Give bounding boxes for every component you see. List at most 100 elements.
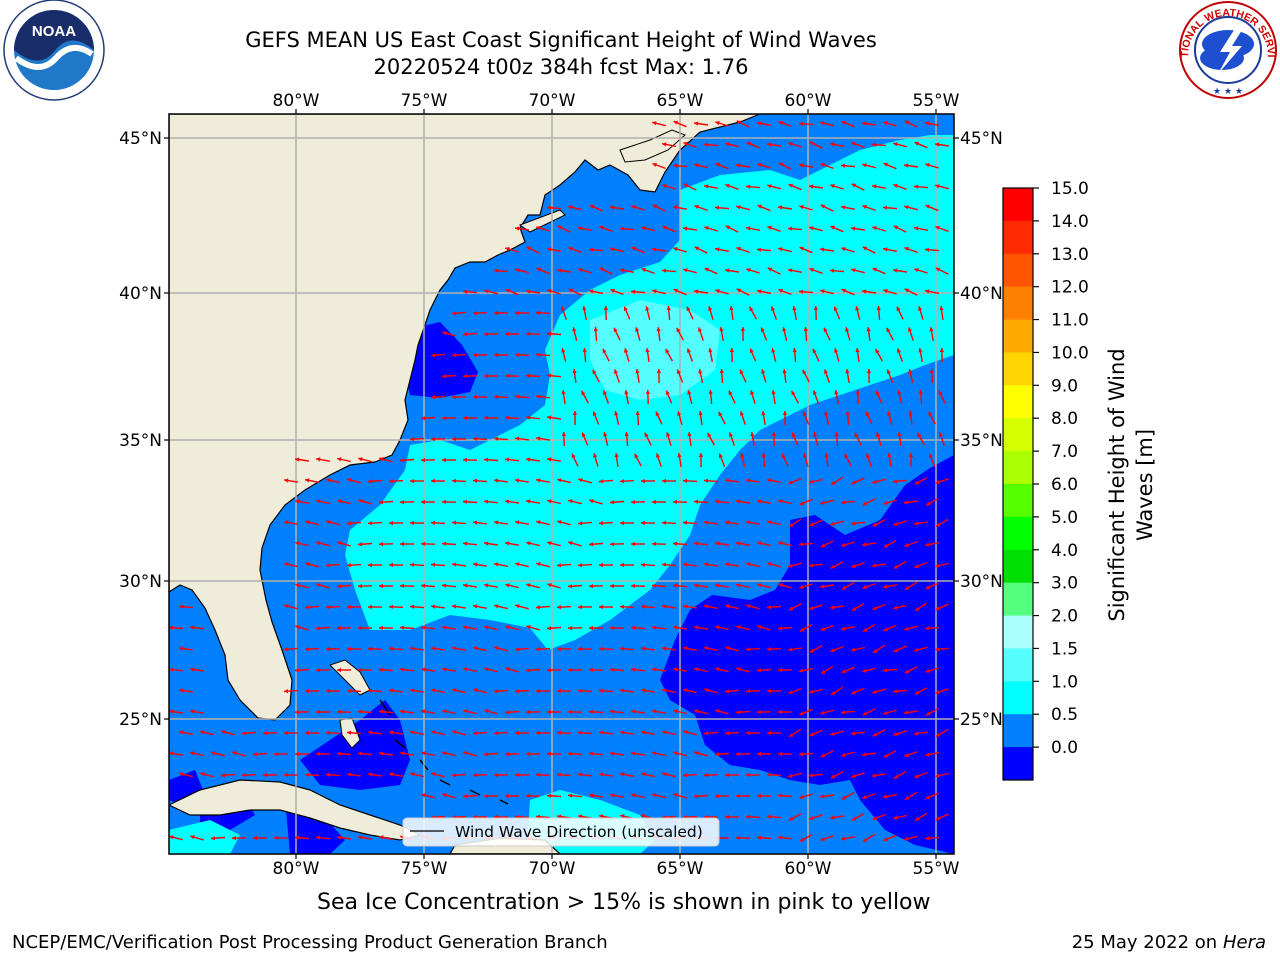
wave-arrow-head <box>347 478 352 483</box>
wave-arrow-head <box>862 501 868 506</box>
wave-arrow-head <box>862 752 867 757</box>
wave-arrow-head <box>631 625 636 630</box>
wave-arrow-head <box>883 627 888 632</box>
wave-arrow-head <box>557 225 563 230</box>
wave-arrow-head <box>778 793 783 798</box>
wave-arrow-head <box>883 753 889 758</box>
wave-arrow-head <box>253 835 257 841</box>
wave-arrow-head <box>620 226 625 231</box>
wave-arrow-head <box>169 667 174 672</box>
wave-arrow-head <box>872 142 877 147</box>
wave-arrow-head <box>929 327 934 332</box>
wave-arrow-head <box>484 794 488 799</box>
wave-arrow-head <box>841 120 846 125</box>
wave-arrow-head <box>683 562 688 567</box>
wave-arrow-head <box>851 141 856 146</box>
wave-arrow-head <box>893 268 898 273</box>
wave-arrow-head <box>883 162 888 167</box>
wave-arrow-head <box>641 520 645 526</box>
wave-arrow-head <box>505 752 509 757</box>
wave-arrow-head <box>809 605 814 610</box>
wave-arrow-head <box>771 390 776 395</box>
wave-arrow-head <box>190 667 195 672</box>
wave-arrow-head <box>715 752 720 757</box>
wave-arrow-head <box>568 205 573 210</box>
wave-arrow-head <box>631 541 635 547</box>
wave-arrow-head <box>778 162 784 167</box>
wave-arrow-head <box>914 731 919 736</box>
wave-arrow-head <box>665 390 670 395</box>
wave-arrow-head <box>820 710 825 715</box>
wave-arrow-head <box>760 327 765 332</box>
wave-arrow-head <box>799 794 804 799</box>
wave-arrow-head <box>767 647 772 652</box>
wave-arrow-head <box>494 394 499 399</box>
wave-arrow-head <box>494 520 499 525</box>
wave-arrow-head <box>767 562 772 567</box>
wave-arrow-head <box>736 752 740 757</box>
wave-arrow-head <box>914 647 919 652</box>
wave-arrow-head <box>799 501 804 506</box>
wave-arrow-head <box>610 793 615 798</box>
wave-arrow-head <box>778 583 783 588</box>
wave-arrow-head <box>925 752 930 757</box>
wave-arrow-head <box>851 773 856 778</box>
wave-arrow-head <box>316 626 321 631</box>
wave-arrow-head <box>589 204 594 209</box>
wave-arrow-head <box>673 709 678 714</box>
wave-arrow-head <box>917 432 922 438</box>
wave-arrow-head <box>284 689 289 694</box>
wave-arrow-head <box>809 522 815 527</box>
wave-arrow-head <box>935 689 940 694</box>
wave-arrow-head <box>673 288 678 293</box>
wave-arrow-head <box>295 457 300 462</box>
wave-arrow-head <box>925 585 930 590</box>
wave-arrow-head <box>662 772 667 777</box>
wave-arrow-head <box>662 604 667 609</box>
colorbar-segment <box>1003 253 1033 288</box>
wave-arrow-head <box>305 520 310 525</box>
wave-arrow-head <box>757 710 761 715</box>
wave-arrow-head <box>782 369 787 374</box>
wave-arrow-head <box>568 288 574 293</box>
wave-arrow-head <box>358 457 363 462</box>
wave-arrow-head <box>547 583 552 588</box>
wave-arrow-head <box>536 520 541 525</box>
wave-arrow-head <box>603 306 608 310</box>
wave-arrow-head <box>431 772 436 777</box>
wave-arrow-head <box>778 668 782 673</box>
wave-arrow-head <box>935 732 941 737</box>
wave-arrow-head <box>820 753 826 758</box>
wave-arrow-head <box>599 688 604 693</box>
wave-arrow-head <box>641 688 646 693</box>
wave-arrow-head <box>578 268 583 273</box>
wave-arrow-head <box>855 348 860 353</box>
wave-arrow-head <box>655 411 660 417</box>
wave-arrow-head <box>687 390 692 395</box>
wave-arrow-head <box>581 432 586 437</box>
wave-arrow-head <box>190 835 195 840</box>
wave-arrow-head <box>761 411 766 416</box>
wave-arrow-head <box>463 499 468 504</box>
wave-arrow-head <box>872 606 877 611</box>
wave-arrow-head <box>624 390 629 395</box>
lat-tick-left: 35°N <box>119 431 162 451</box>
wave-arrow-head <box>883 543 889 548</box>
wave-arrow-head <box>725 814 729 820</box>
wave-arrow-head <box>610 288 615 293</box>
wave-arrow-head <box>904 669 910 674</box>
map-title: GEFS MEAN US East Coast Significant Heig… <box>245 28 877 52</box>
wave-arrow-head <box>305 772 310 777</box>
wave-arrow-head <box>883 289 888 294</box>
wave-arrow-head <box>736 835 740 840</box>
wave-arrow-head <box>599 562 603 568</box>
wave-arrow-head <box>295 499 300 504</box>
wave-arrow-head <box>295 751 299 757</box>
wave-arrow-head <box>624 348 629 353</box>
wave-arrow-head <box>809 689 814 694</box>
wave-arrow-head <box>830 268 835 273</box>
wave-arrow-head <box>526 457 531 462</box>
wave-arrow-head <box>431 436 435 442</box>
colorbar-tick-label: 2.0 <box>1051 607 1078 627</box>
wave-arrow-head <box>866 453 870 458</box>
